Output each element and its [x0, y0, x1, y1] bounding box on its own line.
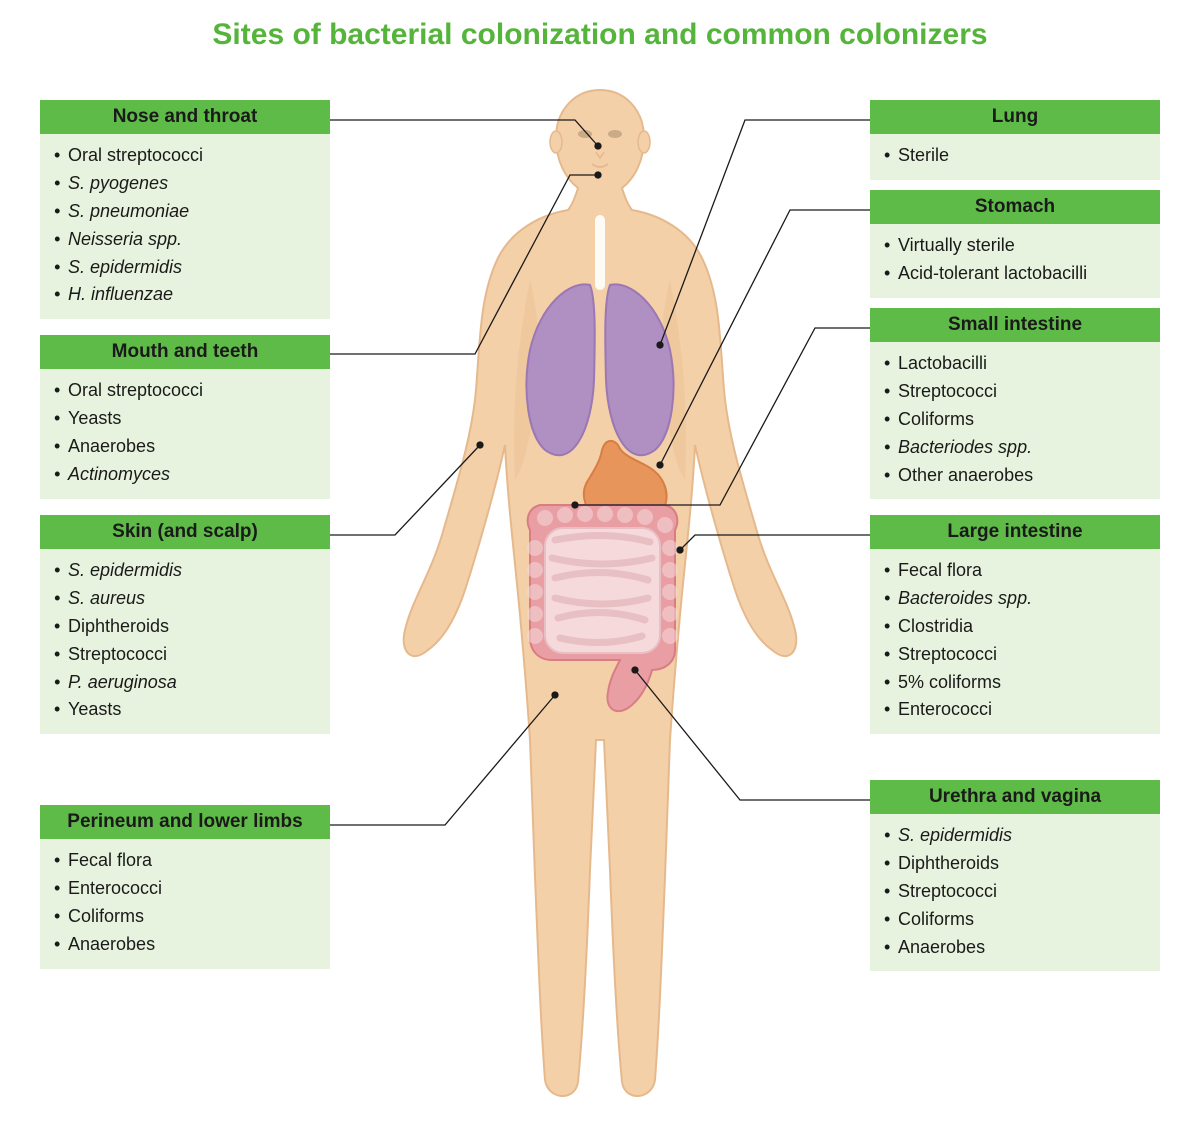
panel-body: LactobacilliStreptococciColiformsBacteri… — [870, 342, 1160, 499]
panel-small-intestine: Small intestineLactobacilliStreptococciC… — [870, 308, 1160, 499]
panel-item: S. aureus — [54, 585, 316, 613]
panel-item: Anaerobes — [54, 433, 316, 461]
panel-item: Streptococci — [884, 378, 1146, 406]
panel-item: S. epidermidis — [884, 822, 1146, 850]
panel-item: Streptococci — [54, 641, 316, 669]
panel-item: Diphtheroids — [54, 613, 316, 641]
panel-item: Sterile — [884, 142, 1146, 170]
panel-header: Mouth and teeth — [40, 335, 330, 369]
panel-item: Anaerobes — [884, 934, 1146, 962]
panel-item: S. epidermidis — [54, 254, 316, 282]
panel-header: Nose and throat — [40, 100, 330, 134]
panel-header: Perineum and lower limbs — [40, 805, 330, 839]
panel-body: Oral streptococciS. pyogenesS. pneumonia… — [40, 134, 330, 319]
panel-item: Bacteroides spp. — [884, 585, 1146, 613]
panel-lung: Lung Sterile — [870, 100, 1160, 180]
panel-item: Oral streptococci — [54, 142, 316, 170]
panel-header: Large intestine — [870, 515, 1160, 549]
panel-item: Virtually sterile — [884, 232, 1146, 260]
panel-item: S. pneumoniae — [54, 198, 316, 226]
panel-item: Streptococci — [884, 878, 1146, 906]
panel-item: Neisseria spp. — [54, 226, 316, 254]
panel-item: S. pyogenes — [54, 170, 316, 198]
diagram-stage: Nose and throatOral streptococciS. pyoge… — [0, 60, 1200, 1130]
panel-item: Lactobacilli — [884, 350, 1146, 378]
panel-item: Coliforms — [884, 406, 1146, 434]
panel-urethra: Urethra and vaginaS. epidermidisDiphther… — [870, 780, 1160, 971]
panel-item: Oral streptococci — [54, 377, 316, 405]
panel-item: Yeasts — [54, 405, 316, 433]
panel-item: Enterococci — [884, 696, 1146, 724]
panel-item: Acid-tolerant lactobacilli — [884, 260, 1146, 288]
panel-body: Oral streptococciYeastsAnaerobesActinomy… — [40, 369, 330, 499]
panel-item: H. influenzae — [54, 281, 316, 309]
panel-item: Fecal flora — [884, 557, 1146, 585]
panel-item: S. epidermidis — [54, 557, 316, 585]
panel-skin: Skin (and scalp)S. epidermidisS. aureusD… — [40, 515, 330, 734]
panel-nose-throat: Nose and throatOral streptococciS. pyoge… — [40, 100, 330, 319]
panel-item: Diphtheroids — [884, 850, 1146, 878]
panel-body: S. epidermidisS. aureusDiphtheroidsStrep… — [40, 549, 330, 734]
human-body-figure — [380, 80, 820, 1110]
panel-item: Fecal flora — [54, 847, 316, 875]
panel-item: Streptococci — [884, 641, 1146, 669]
panel-item: Coliforms — [884, 906, 1146, 934]
panel-item: Enterococci — [54, 875, 316, 903]
panel-mouth-teeth: Mouth and teethOral streptococciYeastsAn… — [40, 335, 330, 499]
panel-body: Virtually sterileAcid-tolerant lactobaci… — [870, 224, 1160, 298]
panel-body: S. epidermidisDiphtheroidsStreptococciCo… — [870, 814, 1160, 971]
panel-item: Coliforms — [54, 903, 316, 931]
panel-body: Sterile — [870, 134, 1160, 180]
panel-item: 5% coliforms — [884, 669, 1146, 697]
panel-header: Stomach — [870, 190, 1160, 224]
panel-header: Lung — [870, 100, 1160, 134]
panel-item: Yeasts — [54, 696, 316, 724]
panel-header: Urethra and vagina — [870, 780, 1160, 814]
panel-header: Skin (and scalp) — [40, 515, 330, 549]
panel-item: Actinomyces — [54, 461, 316, 489]
panel-body: Fecal floraEnterococciColiformsAnaerobes — [40, 839, 330, 969]
page-title: Sites of bacterial colonization and comm… — [0, 0, 1200, 60]
panel-header: Small intestine — [870, 308, 1160, 342]
panel-stomach: StomachVirtually sterileAcid-tolerant la… — [870, 190, 1160, 298]
panel-item: Bacteriodes spp. — [884, 434, 1146, 462]
small-intestine-organ — [545, 528, 660, 653]
panel-item: Clostridia — [884, 613, 1146, 641]
panel-item: P. aeruginosa — [54, 669, 316, 697]
panel-item: Anaerobes — [54, 931, 316, 959]
panel-item: Other anaerobes — [884, 462, 1146, 490]
panel-body: Fecal floraBacteroides spp.ClostridiaStr… — [870, 549, 1160, 734]
panel-perineum: Perineum and lower limbsFecal floraEnter… — [40, 805, 330, 969]
panel-large-intestine: Large intestineFecal floraBacteroides sp… — [870, 515, 1160, 734]
